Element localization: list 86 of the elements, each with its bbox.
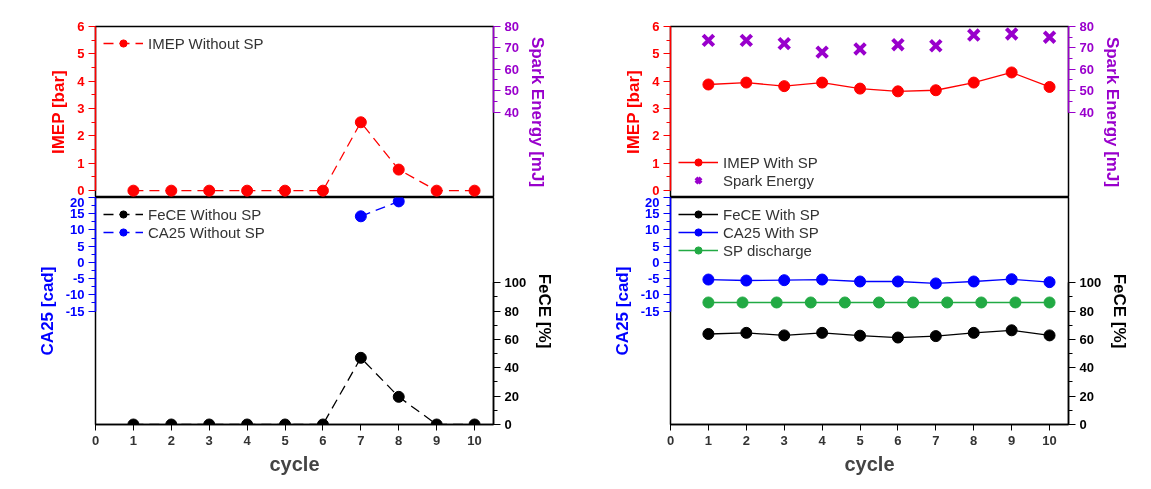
y-tick-label: 2	[652, 128, 660, 144]
x-tick-label: 0	[666, 432, 675, 448]
legend-label: Spark Energy	[723, 171, 814, 189]
y2-tick-label: 60	[1079, 61, 1094, 77]
y-tick-label: 5	[652, 238, 660, 254]
y-axis-title: CA25 [cad]	[612, 266, 632, 356]
y-tick-label: -5	[72, 271, 85, 287]
y2-axis-title: Spark Energy [mJ]	[527, 36, 547, 188]
y-tick-label: 5	[77, 46, 85, 62]
y2-tick-label: 20	[504, 388, 519, 404]
y2-tick-label: 80	[504, 19, 519, 34]
y-tick-label: 6	[652, 19, 660, 34]
y-tick-label: 4	[77, 73, 86, 89]
y2-tick-label: 80	[504, 303, 519, 319]
y2-tick-label: 60	[504, 331, 519, 347]
x-tick-label: 0	[91, 432, 100, 448]
y-tick-label: -15	[65, 303, 85, 319]
y-axis-title: CA25 [cad]	[37, 266, 57, 356]
legend-label: CA25 Without SP	[148, 223, 265, 241]
x-tick-label: 5	[856, 432, 864, 448]
y2-tick-label: 80	[1079, 303, 1094, 319]
y-tick-label: 5	[652, 46, 660, 62]
legend-label: IMEP With SP	[723, 153, 818, 171]
x-tick-label: 8	[970, 432, 978, 448]
y-tick-label: 3	[652, 101, 660, 117]
y-tick-label: 5	[77, 238, 85, 254]
y-axis-title: IMEP [bar]	[624, 70, 644, 155]
y2-tick-label: 60	[504, 61, 519, 77]
y2-axis-title: FeCE [%]	[1110, 273, 1130, 349]
y2-tick-label: 60	[1079, 331, 1094, 347]
y2-tick-label: 70	[504, 40, 519, 56]
x-tick-label: 1	[129, 432, 138, 448]
y2-tick-label: 100	[1079, 275, 1102, 291]
y2-tick-label: 40	[1079, 104, 1094, 120]
y2-tick-label: 0	[1079, 417, 1087, 432]
x-tick-label: 3	[205, 432, 213, 448]
y-tick-label: 0	[652, 254, 660, 270]
x-tick-label: 2	[167, 432, 175, 448]
y-tick-label: 10	[645, 222, 660, 238]
y-axis-title: IMEP [bar]	[49, 70, 69, 155]
y-tick-label: -5	[647, 271, 660, 287]
y2-tick-label: 80	[1079, 19, 1094, 34]
x-tick-label: 4	[243, 432, 252, 448]
y-tick-label: -10	[65, 287, 85, 303]
y-tick-label: 6	[77, 19, 85, 34]
x-tick-label: 2	[742, 432, 750, 448]
x-tick-label: 4	[818, 432, 827, 448]
y-tick-label: 4	[652, 73, 661, 89]
y2-tick-label: 50	[504, 83, 519, 99]
x-tick-label: 7	[357, 432, 365, 448]
y-tick-label: 3	[77, 101, 85, 117]
x-tick-label: 3	[780, 432, 788, 448]
x-tick-label: 6	[319, 432, 327, 448]
y2-tick-label: 40	[504, 104, 519, 120]
y2-tick-label: 50	[1079, 83, 1094, 99]
x-tick-label: 7	[932, 432, 940, 448]
y2-tick-label: 20	[1079, 388, 1094, 404]
x-axis-title: cycle	[269, 452, 320, 475]
x-tick-label: 5	[281, 432, 289, 448]
x-axis-title: cycle	[844, 452, 895, 475]
legend-label: CA25 With SP	[723, 223, 819, 241]
legend-label: SP discharge	[723, 241, 812, 259]
y-tick-label: 2	[77, 128, 85, 144]
y2-tick-label: 100	[504, 275, 527, 291]
y-tick-label: 1	[77, 155, 85, 171]
x-tick-label: 9	[433, 432, 441, 448]
legend-label: IMEP Without SP	[148, 34, 264, 52]
y2-axis-title: Spark Energy [mJ]	[1102, 36, 1122, 188]
x-tick-label: 6	[894, 432, 902, 448]
y-tick-label: -15	[640, 303, 660, 319]
x-tick-label: 1	[704, 432, 713, 448]
y2-tick-label: 0	[504, 417, 512, 432]
y2-tick-label: 40	[1079, 360, 1094, 376]
legend-label: FeCE Withou SP	[148, 205, 262, 223]
x-tick-label: 8	[395, 432, 403, 448]
x-tick-label: 10	[1042, 432, 1057, 448]
x-tick-label: 10	[467, 432, 482, 448]
y2-axis-title: FeCE [%]	[535, 273, 555, 349]
y2-tick-label: 70	[1079, 40, 1094, 56]
legend-label: FeCE With SP	[723, 205, 820, 223]
y-tick-label: 1	[652, 155, 660, 171]
y-tick-label: -10	[640, 287, 660, 303]
y-tick-label: 10	[70, 222, 85, 238]
x-tick-label: 9	[1008, 432, 1016, 448]
y2-tick-label: 40	[504, 360, 519, 376]
y-tick-label: 0	[77, 254, 85, 270]
